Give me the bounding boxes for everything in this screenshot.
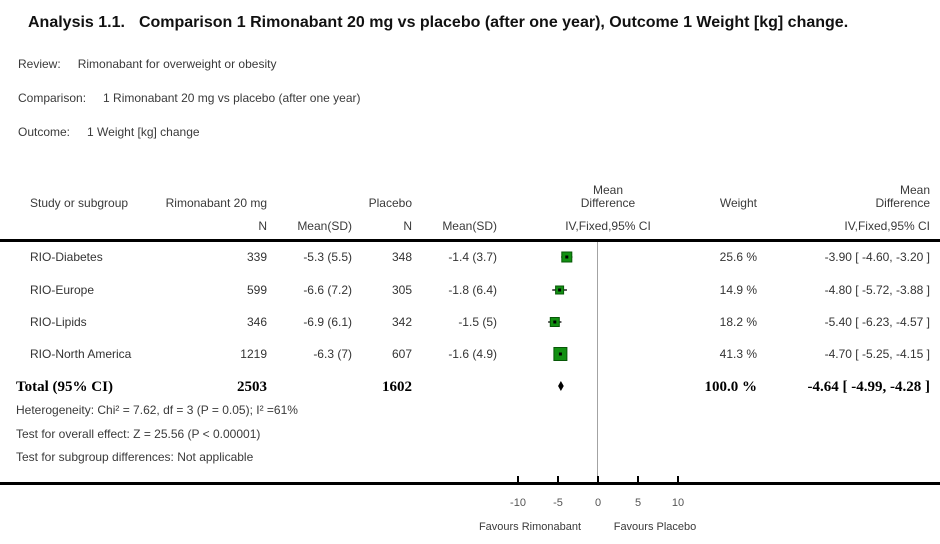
treatment-n-cell: 1219 — [240, 347, 267, 361]
ci-text-cell: -4.80 [ -5.72, -3.88 ] — [824, 283, 930, 297]
total-diamond — [558, 381, 564, 391]
header-effect-left-line2: Difference — [580, 196, 636, 210]
analysis-description: Comparison 1 Rimonabant 20 mg vs placebo… — [138, 14, 849, 31]
placebo-mean-sd-cell: -1.5 (5) — [458, 315, 497, 329]
axis-tick — [637, 476, 639, 482]
comparison-label: Comparison: — [18, 91, 87, 105]
total-n-treatment: 2503 — [237, 379, 267, 395]
weight-cell: 18.2 % — [719, 315, 757, 329]
favours-left-label: Favours Rimonabant — [478, 521, 582, 533]
header-placebo-group: Placebo — [368, 196, 412, 210]
zero-line — [597, 242, 598, 482]
analysis-number: Analysis 1.1. — [28, 14, 125, 31]
review-line: Review: Rimonabant for overweight or obes… — [18, 56, 276, 72]
header-rule — [0, 239, 940, 242]
header-effect-right-line1: Mean — [899, 183, 930, 197]
treatment-mean-sd-cell: -6.9 (6.1) — [303, 315, 352, 329]
treatment-mean-sd-cell: -6.3 (7) — [313, 347, 352, 361]
total-label: Total (95% CI) — [16, 379, 113, 395]
axis-tick — [597, 476, 599, 482]
axis-rule — [0, 482, 940, 485]
review-value: Rimonabant for overweight or obesity — [77, 57, 277, 71]
total-ci-text: -4.64 [ -4.99, -4.28 ] — [807, 379, 930, 395]
total-n-placebo: 1602 — [382, 379, 412, 395]
treatment-mean-sd-cell: -5.3 (5.5) — [303, 250, 352, 264]
placebo-n-cell: 342 — [391, 315, 412, 329]
ci-text-cell: -5.40 [ -6.23, -4.57 ] — [824, 315, 930, 329]
subgroup-note: Test for subgroup differences: Not appli… — [16, 450, 254, 464]
overall-effect-note: Test for overall effect: Z = 25.56 (P < … — [16, 427, 261, 441]
axis-tick-label: 0 — [594, 497, 602, 509]
comparison-line: Comparison: 1 Rimonabant 20 mg vs placebo… — [18, 90, 361, 106]
treatment-mean-sd-cell: -6.6 (7.2) — [303, 283, 352, 297]
axis-tick — [557, 476, 559, 482]
study-name-cell: RIO-North America — [30, 347, 132, 361]
axis-tick — [677, 476, 679, 482]
point-marker — [565, 255, 569, 259]
total-weight: 100.0 % — [704, 379, 758, 395]
header-effect-right-line2: Difference — [875, 196, 930, 210]
header-mean-sd-treatment: Mean(SD) — [297, 219, 352, 233]
review-label: Review: — [18, 57, 61, 71]
outcome-value: 1 Weight [kg] change — [87, 125, 200, 139]
effect-square — [561, 251, 573, 263]
header-effect-right-method: IV,Fixed,95% CI — [844, 219, 930, 233]
study-name-cell: RIO-Diabetes — [30, 250, 103, 264]
placebo-n-cell: 607 — [391, 347, 412, 361]
weight-cell: 25.6 % — [719, 250, 757, 264]
header-effect-left-method: IV,Fixed,95% CI — [565, 219, 651, 233]
treatment-n-cell: 346 — [246, 315, 267, 329]
ci-text-cell: -4.70 [ -5.25, -4.15 ] — [824, 347, 930, 361]
weight-cell: 41.3 % — [719, 347, 757, 361]
axis-tick-label: 10 — [671, 497, 685, 509]
header-mean-sd-placebo: Mean(SD) — [442, 219, 497, 233]
ci-text-cell: -3.90 [ -4.60, -3.20 ] — [824, 250, 930, 264]
weight-cell: 14.9 % — [719, 283, 757, 297]
treatment-n-cell: 599 — [246, 283, 267, 297]
placebo-mean-sd-cell: -1.8 (6.4) — [448, 283, 497, 297]
header-treatment-group: Rimonabant 20 mg — [165, 196, 267, 210]
axis-tick-label: 5 — [634, 497, 642, 509]
placebo-n-cell: 348 — [391, 250, 412, 264]
header-n-treatment: N — [258, 219, 267, 233]
favours-right-label: Favours Placebo — [613, 521, 697, 533]
axis-tick-label: -5 — [553, 497, 563, 509]
header-effect-left-line1: Mean — [592, 183, 624, 197]
outcome-label: Outcome: — [18, 125, 71, 139]
point-marker — [553, 320, 557, 324]
header-n-placebo: N — [403, 219, 412, 233]
axis-tick-label: -10 — [510, 497, 526, 509]
point-marker — [558, 288, 562, 292]
effect-square — [555, 285, 565, 295]
axis-tick — [517, 476, 519, 482]
study-name-cell: RIO-Europe — [30, 283, 95, 297]
heterogeneity-note: Heterogeneity: Chi² = 7.62, df = 3 (P = … — [16, 403, 298, 417]
placebo-mean-sd-cell: -1.6 (4.9) — [448, 347, 497, 361]
effect-square — [549, 317, 560, 327]
page-title: Analysis 1.1. Comparison 1 Rimonabant 20 … — [28, 13, 848, 33]
point-marker — [558, 352, 562, 356]
header-weight: Weight — [719, 196, 757, 210]
placebo-mean-sd-cell: -1.4 (3.7) — [448, 250, 497, 264]
outcome-line: Outcome: 1 Weight [kg] change — [18, 124, 200, 140]
placebo-n-cell: 305 — [391, 283, 412, 297]
header-study: Study or subgroup — [30, 196, 129, 210]
treatment-n-cell: 339 — [246, 250, 267, 264]
comparison-value: 1 Rimonabant 20 mg vs placebo (after one… — [103, 91, 361, 105]
study-name-cell: RIO-Lipids — [30, 315, 87, 329]
effect-square — [553, 347, 568, 361]
